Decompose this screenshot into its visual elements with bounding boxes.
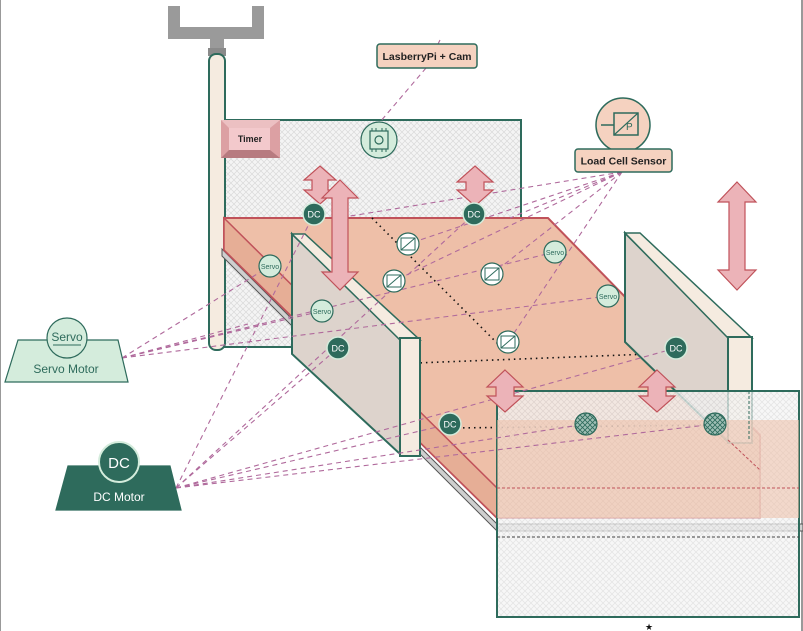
svg-text:DC: DC — [468, 210, 481, 220]
dc-badge: DC — [327, 337, 349, 359]
svg-text:Servo: Servo — [51, 330, 83, 344]
svg-text:LasberryPi + Cam: LasberryPi + Cam — [382, 51, 471, 63]
load-cell-icon — [497, 331, 519, 353]
svg-text:DC Motor: DC Motor — [93, 490, 144, 504]
roller-icon — [704, 413, 726, 435]
svg-text:Servo: Servo — [261, 264, 279, 271]
svg-text:DC: DC — [108, 455, 130, 472]
servo-badge: Servo — [544, 241, 566, 263]
load-cell-icon — [481, 263, 503, 285]
svg-text:P: P — [626, 122, 633, 133]
svg-text:DC: DC — [332, 344, 345, 354]
gantry-clamp — [168, 6, 264, 56]
load-cell-icon — [397, 233, 419, 255]
front-box — [497, 391, 799, 617]
dc-motor-legend: DC DC Motor — [56, 442, 181, 510]
star-mark: ★ — [645, 622, 653, 631]
roller-icon — [575, 413, 597, 435]
svg-text:DC: DC — [444, 420, 457, 430]
svg-text:DC: DC — [670, 344, 683, 354]
servo-badge: Servo — [597, 285, 619, 307]
servo-motor-legend: Servo Servo Motor — [5, 318, 128, 382]
svg-text:Servo Motor: Servo Motor — [33, 362, 98, 376]
dc-badge: DC — [665, 337, 687, 359]
dc-badge: DC — [439, 413, 461, 435]
camera-label: LasberryPi + Cam — [377, 44, 477, 68]
load-cell-sensor-icon: P — [596, 98, 650, 152]
svg-text:Load Cell Sensor: Load Cell Sensor — [581, 156, 667, 168]
svg-text:Timer: Timer — [238, 134, 263, 144]
svg-text:Servo: Servo — [599, 294, 617, 301]
dc-badge: DC — [463, 203, 485, 225]
camera-chip-icon — [361, 122, 397, 158]
dc-badge: DC — [303, 203, 325, 225]
svg-text:DC: DC — [308, 210, 321, 220]
load-cell-label: Load Cell Sensor — [575, 149, 672, 172]
load-cell-icon — [383, 270, 405, 292]
servo-badge: Servo — [311, 300, 333, 322]
svg-text:Servo: Servo — [313, 309, 331, 316]
timer-box: Timer — [221, 120, 280, 158]
vertical-post — [209, 54, 225, 350]
servo-badge: Servo — [259, 255, 281, 277]
svg-text:Servo: Servo — [546, 250, 564, 257]
